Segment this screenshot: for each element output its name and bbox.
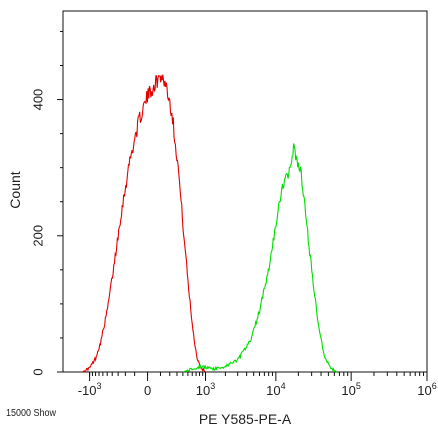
plot-frame (62, 10, 428, 373)
x-tick-label: 105 (341, 381, 360, 398)
y-axis: 0 200 400 (30, 30, 63, 376)
histogram-series-2 (182, 143, 338, 374)
x-tick-label: 103 (196, 381, 215, 398)
y-axis-label: Count (7, 171, 23, 208)
x-tick-label: 106 (417, 381, 436, 398)
y-tick-label: 200 (30, 225, 45, 247)
y-tick-label: 400 (30, 89, 45, 111)
x-tick-label: -103 (78, 381, 102, 398)
histogram-series-1 (82, 74, 206, 373)
x-axis-label: PE Y585-PE-A (199, 411, 292, 427)
series-layer (82, 74, 338, 374)
y-tick-label: 0 (30, 368, 45, 375)
x-axis: -103 0 103 104 105 106 (78, 372, 437, 398)
sample-label: 15000 Show (6, 408, 57, 419)
x-tick-label: 0 (144, 383, 151, 398)
x-tick-label: 104 (266, 381, 285, 398)
